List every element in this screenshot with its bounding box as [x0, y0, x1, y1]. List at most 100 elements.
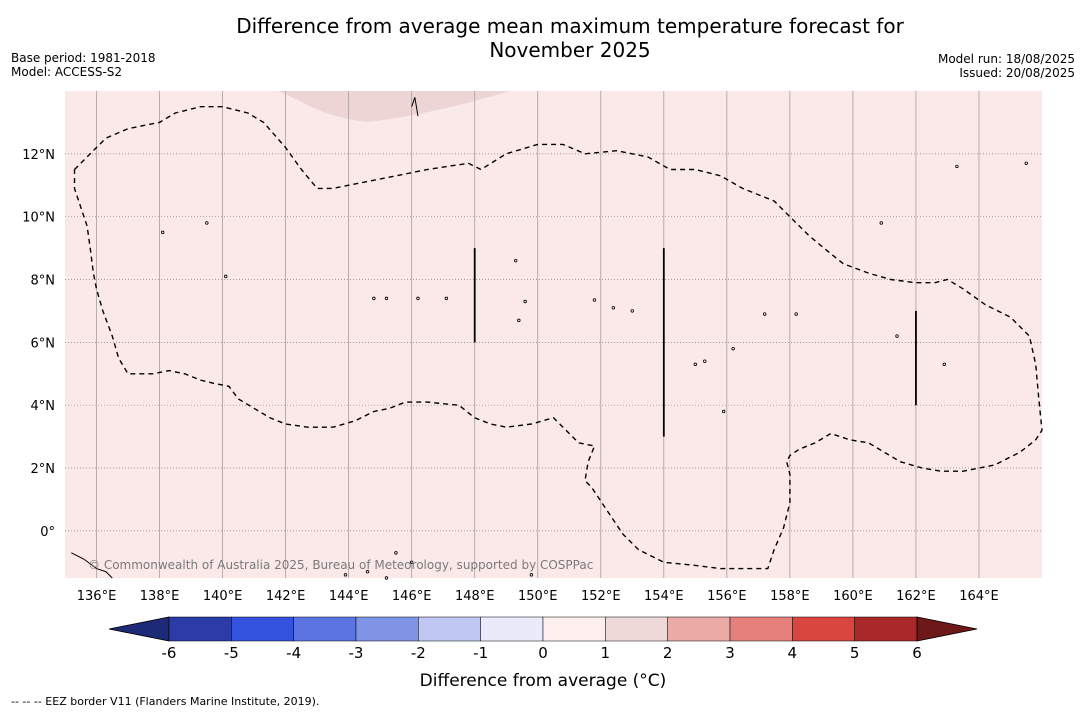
colorbar-tick-label: 1 — [601, 644, 611, 662]
gridlines — [65, 91, 1042, 578]
longitude-tick-label: 144°E — [329, 589, 369, 604]
island — [721, 409, 726, 414]
issued-date: Issued: 20/08/2025 — [959, 66, 1075, 80]
copyright-text: © Commonwealth of Australia 2025, Bureau… — [88, 558, 593, 572]
island — [205, 221, 209, 225]
longitude-tick-label: 164°E — [959, 589, 999, 604]
colorbar-tick-label: -6 — [162, 644, 177, 662]
longitude-tick-label: 160°E — [833, 589, 873, 604]
colorbar-tick-label: 3 — [725, 644, 735, 662]
longitude-tick-label: 156°E — [707, 589, 747, 604]
colorbar-segment — [418, 616, 481, 642]
colorbar-segment — [792, 616, 855, 642]
colorbar-segment — [667, 616, 731, 642]
island — [409, 560, 414, 564]
longitude-tick-label: 152°E — [581, 589, 621, 604]
island — [411, 97, 419, 117]
eez-footnote: -- -- -- EEZ border V11 (Flanders Marine… — [11, 695, 320, 708]
chart-title-line2: November 2025 — [489, 38, 651, 62]
model-run: Model run: 18/08/2025 — [937, 52, 1075, 66]
colorbar-segment — [355, 616, 419, 642]
longitude-tick-label: 150°E — [518, 589, 558, 604]
chart-title: Difference from average mean maximum tem… — [170, 14, 970, 62]
island — [444, 296, 449, 301]
eez-border — [73, 106, 1043, 570]
latitude-tick-label: 12°N — [22, 148, 55, 163]
island — [879, 221, 883, 225]
island — [365, 570, 370, 574]
colorbar-tick-label: 4 — [788, 644, 798, 662]
island — [513, 258, 518, 263]
island — [523, 299, 527, 304]
longitude-tick-label: 142°E — [266, 589, 306, 604]
longitude-tick-label: 154°E — [644, 589, 684, 604]
island — [693, 362, 698, 367]
colorbar-segment — [605, 616, 668, 642]
island — [942, 362, 946, 367]
longitude-tick-label: 158°E — [770, 589, 810, 604]
chart-title-line1: Difference from average mean maximum tem… — [236, 14, 904, 38]
longitude-tick-label: 140°E — [203, 589, 243, 604]
colorbar-tick-label: -5 — [224, 644, 239, 662]
island — [611, 306, 616, 310]
island — [630, 309, 634, 313]
island — [895, 334, 899, 338]
longitude-tick-labels: 136°E 138°E 140°E 142°E 144°E 146°E 148°E 150°E… — [77, 589, 999, 604]
region-lines — [473, 248, 917, 437]
colorbar-tick-label: 6 — [912, 644, 922, 662]
longitude-tick-label: 148°E — [455, 589, 495, 604]
island — [762, 312, 767, 316]
island — [1024, 161, 1028, 165]
latitude-tick-label: 2°N — [31, 462, 56, 477]
map-background — [65, 91, 1042, 578]
colorbar-segment — [729, 616, 793, 642]
colorbar-tick-label: 5 — [850, 644, 860, 662]
colorbar-tick-label: -4 — [286, 644, 301, 662]
colorbar-segment — [293, 616, 357, 642]
colorbar-under-arrow — [108, 616, 170, 642]
island — [224, 274, 228, 279]
colorbar-over-arrow — [916, 616, 978, 642]
island — [384, 576, 389, 580]
island — [592, 298, 597, 302]
island — [955, 164, 959, 169]
island — [394, 551, 398, 555]
island — [794, 312, 798, 316]
colorbar-tick-label: -3 — [349, 644, 364, 662]
island — [517, 318, 521, 323]
island — [343, 573, 348, 577]
island — [731, 346, 735, 351]
coastline — [71, 552, 113, 579]
latitude-tick-label: 10°N — [22, 211, 55, 226]
base-period: Base period: 1981-2018 — [11, 51, 156, 65]
island — [160, 230, 165, 235]
colorbar-segment — [854, 616, 918, 642]
latitude-tick-label: 4°N — [31, 399, 56, 414]
colorbar-tick-label: -1 — [473, 644, 488, 662]
colorbar-segment — [542, 616, 606, 642]
colorbar-segment — [231, 616, 294, 642]
latitude-tick-label: 0° — [40, 525, 55, 540]
colorbar-tick-label: -2 — [411, 644, 426, 662]
longitude-tick-label: 162°E — [896, 589, 936, 604]
island — [416, 296, 420, 301]
colorbar-label: Difference from average (°C) — [420, 671, 667, 691]
latitude-tick-label: 8°N — [31, 274, 56, 289]
latitude-tick-label: 6°N — [31, 336, 56, 351]
anomaly-patch-1-to-2 — [278, 91, 510, 122]
longitude-tick-label: 136°E — [77, 589, 117, 604]
latitude-tick-labels: 0° 2°N 4°N 6°N 8°N 10°N 12°N — [22, 148, 55, 540]
meta-right: Model run: 18/08/2025 Issued: 20/08/2025 — [938, 52, 1075, 80]
colorbar-tick-label: 0 — [538, 644, 548, 662]
colorbar-segment — [168, 616, 232, 642]
longitude-tick-label: 146°E — [392, 589, 432, 604]
model-name: Model: ACCESS-S2 — [11, 65, 123, 79]
colorbar-segment — [480, 616, 544, 642]
islands — [71, 97, 1028, 580]
colorbar: -6 -5 -4 -3 -2 -1 0 1 2 3 4 5 6 — [108, 616, 978, 662]
colorbar-tick-label: 2 — [663, 644, 673, 662]
island — [703, 359, 707, 363]
meta-left: Base period: 1981-2018 Model: ACCESS-S2 — [11, 51, 156, 79]
island — [529, 573, 534, 577]
